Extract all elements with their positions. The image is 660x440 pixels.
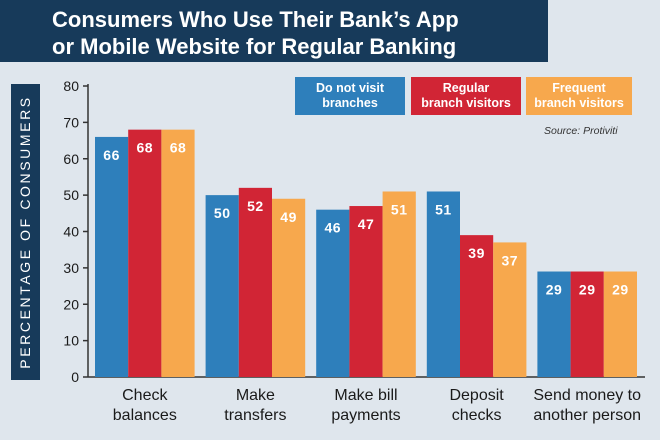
bar xyxy=(537,271,571,377)
bar-value-label: 66 xyxy=(103,147,120,163)
x-category-label: payments xyxy=(331,407,400,424)
y-tick-label: 80 xyxy=(63,78,79,94)
legend-item-label: Frequent branch visitors xyxy=(534,81,624,110)
x-category-label: Make xyxy=(236,387,275,404)
chart-title-line-2: or Mobile Website for Regular Banking xyxy=(52,34,457,59)
bar-value-label: 49 xyxy=(280,209,297,225)
y-tick-label: 30 xyxy=(63,260,79,276)
source-note: Source: Protiviti xyxy=(544,125,618,137)
bar-value-label: 29 xyxy=(546,282,563,298)
y-tick-label: 60 xyxy=(63,151,79,167)
legend-item: Frequent branch visitors xyxy=(526,77,632,115)
bar xyxy=(238,187,272,377)
y-tick-label: 40 xyxy=(63,224,79,240)
x-category-label: Make bill xyxy=(334,387,397,404)
bar xyxy=(382,191,416,377)
bar xyxy=(493,242,527,377)
bar xyxy=(205,195,239,377)
chart-title-line-1: Consumers Who Use Their Bank’s App xyxy=(52,7,459,32)
bar xyxy=(316,209,350,377)
bar-value-label: 46 xyxy=(325,220,342,236)
bar-value-label: 68 xyxy=(170,140,187,156)
bar-value-label: 37 xyxy=(502,252,519,268)
bar xyxy=(161,129,195,377)
bar-value-label: 39 xyxy=(468,245,485,261)
x-category-label: Send money to xyxy=(533,387,641,404)
y-axis-label-box xyxy=(11,84,40,380)
bar-value-label: 68 xyxy=(137,140,154,156)
bar xyxy=(95,136,129,377)
bar-value-label: 51 xyxy=(435,201,452,217)
bar-value-label: 47 xyxy=(358,216,375,232)
x-category-label: another person xyxy=(533,407,641,424)
x-category-label: checks xyxy=(452,407,502,424)
bar xyxy=(272,198,306,377)
legend-item-label: Do not visit branches xyxy=(315,81,385,110)
y-tick-label: 0 xyxy=(71,369,79,385)
bar-value-label: 51 xyxy=(391,201,408,217)
bar xyxy=(460,235,494,377)
y-tick-label: 10 xyxy=(63,333,79,349)
x-category-label: Deposit xyxy=(449,387,504,404)
title-bar: Consumers Who Use Their Bank’s App or Mo… xyxy=(0,0,548,62)
bar xyxy=(128,129,162,377)
bar xyxy=(349,206,383,377)
legend-item-label: Regular branch visitors xyxy=(421,81,511,110)
legend-item: Regular branch visitors xyxy=(411,77,521,115)
bar-value-label: 50 xyxy=(214,205,231,221)
bar xyxy=(603,271,637,377)
bar-value-label: 29 xyxy=(579,282,596,298)
bar-value-label: 52 xyxy=(247,198,264,214)
y-tick-label: 20 xyxy=(63,296,79,312)
y-tick-label: 50 xyxy=(63,187,79,203)
x-category-label: Check xyxy=(122,387,168,404)
legend-item: Do not visit branches xyxy=(295,77,405,115)
bar xyxy=(570,271,604,377)
x-category-label: balances xyxy=(113,407,177,424)
y-tick-label: 70 xyxy=(63,114,79,130)
bar xyxy=(426,191,460,377)
bar-value-label: 29 xyxy=(612,282,629,298)
x-category-label: transfers xyxy=(224,407,286,424)
